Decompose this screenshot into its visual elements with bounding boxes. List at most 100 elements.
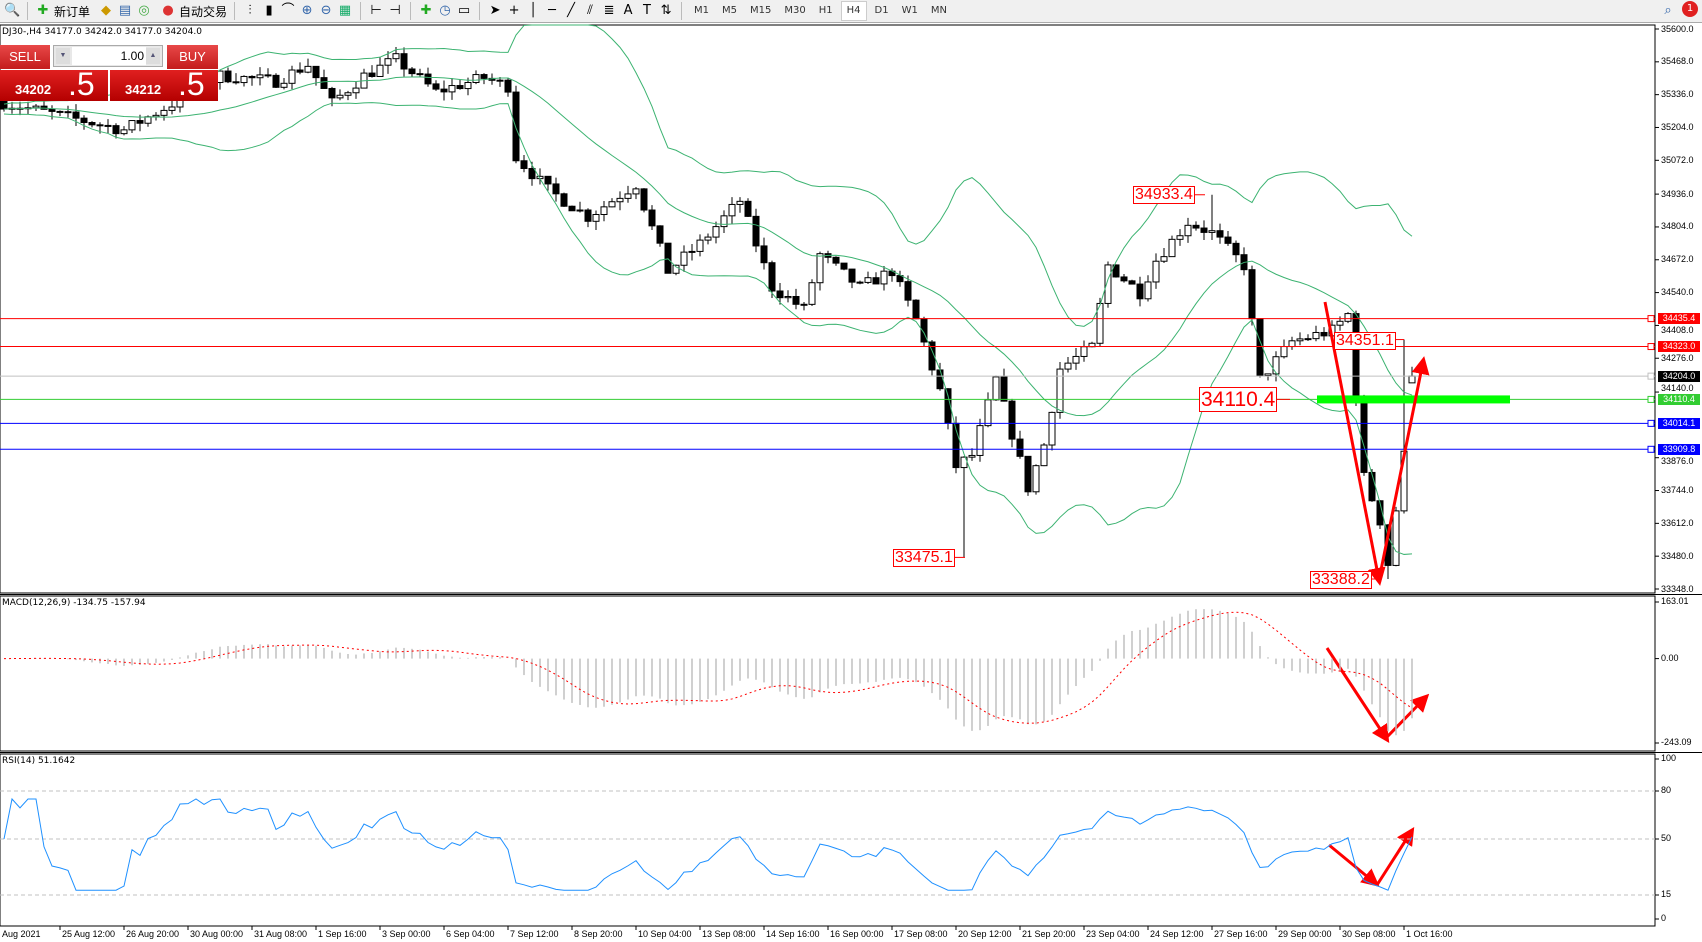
candle-body xyxy=(440,88,448,93)
candle-body xyxy=(88,122,96,126)
signals-icon[interactable]: ◎ xyxy=(138,3,150,18)
candle xyxy=(1320,327,1328,341)
notification-badge[interactable]: 1 xyxy=(1682,1,1698,17)
timeframe-d1[interactable]: D1 xyxy=(874,5,889,16)
candle-body xyxy=(64,111,72,114)
candle xyxy=(128,120,136,134)
tile-windows-icon[interactable]: ▦ xyxy=(338,3,352,18)
timeframe-h4[interactable]: H4 xyxy=(840,1,867,21)
candle-body xyxy=(1360,400,1368,473)
timeframe-mn[interactable]: MN xyxy=(930,5,947,16)
candle-body xyxy=(640,188,648,211)
lot-increase-icon[interactable]: ▲ xyxy=(146,48,160,64)
buy-price[interactable]: 34212.5 xyxy=(110,66,218,102)
candle xyxy=(368,65,376,78)
candle-body xyxy=(720,215,728,228)
text-label-icon[interactable]: T xyxy=(643,3,651,18)
candle-body xyxy=(776,290,784,299)
indicators-icon[interactable]: ✚ xyxy=(420,3,432,18)
candle-body xyxy=(576,209,584,212)
autoscroll-icon[interactable]: ⊢ xyxy=(370,3,382,18)
timeframe-m5[interactable]: M5 xyxy=(722,5,738,16)
price-label-level[interactable]: 34110.4 xyxy=(1199,387,1278,412)
horizontal-line-icon[interactable]: ─ xyxy=(548,3,556,18)
candle xyxy=(608,198,616,208)
candle-body xyxy=(280,82,288,88)
text-icon[interactable]: A xyxy=(623,3,633,18)
price-label-low2[interactable]: 33388.2 xyxy=(1310,571,1372,589)
candle-body xyxy=(648,209,656,227)
zoom-in-icon[interactable]: ⊕ xyxy=(301,3,313,18)
candle-body xyxy=(816,253,824,284)
lot-input[interactable] xyxy=(72,47,146,65)
candle xyxy=(872,272,880,285)
vertical-line-icon[interactable]: │ xyxy=(529,3,537,18)
candle-body xyxy=(72,111,80,119)
candle xyxy=(288,65,296,90)
candle-body xyxy=(600,206,608,216)
candle-body xyxy=(880,270,888,285)
time-axis-label: 21 Sep 20:00 xyxy=(1022,929,1076,939)
time-axis-label: 8 Sep 20:00 xyxy=(574,929,623,939)
crosshair-icon[interactable]: + xyxy=(508,3,520,18)
cursor-icon[interactable]: ➤ xyxy=(489,3,501,18)
sell-button[interactable]: SELL xyxy=(0,45,50,69)
periods-icon[interactable]: ◷ xyxy=(439,3,451,18)
candle-body xyxy=(1176,235,1184,240)
candle xyxy=(1224,231,1232,246)
timeframe-w1[interactable]: W1 xyxy=(901,5,918,16)
zoom-icon[interactable]: 🔍 xyxy=(4,3,21,18)
market-watch-icon[interactable]: ▤ xyxy=(118,3,132,18)
fibonacci-icon[interactable]: ≣ xyxy=(603,3,615,18)
timeframe-m30[interactable]: M30 xyxy=(784,5,806,16)
candle xyxy=(928,340,936,376)
auto-trading-button[interactable]: ● 自动交易 xyxy=(156,1,231,21)
candle-body xyxy=(232,81,240,84)
candle-body xyxy=(120,129,128,135)
lot-stepper[interactable]: ▼ ▲ xyxy=(53,45,163,67)
zoom-out-icon[interactable]: ⊖ xyxy=(320,3,332,18)
price-axis-label: 34140.0 xyxy=(1661,382,1694,393)
price-label-high[interactable]: 34933.4 xyxy=(1133,186,1195,204)
candle-body xyxy=(1032,465,1040,493)
timeframe-m15[interactable]: M15 xyxy=(750,5,772,16)
timeframe-m1[interactable]: M1 xyxy=(694,5,710,16)
price-label-low1[interactable]: 33475.1 xyxy=(893,549,955,567)
lot-decrease-icon[interactable]: ▼ xyxy=(56,48,70,64)
candle xyxy=(576,201,584,213)
arrows-icon[interactable]: ⇅ xyxy=(660,3,672,18)
candle-body xyxy=(448,85,456,93)
price-label-mid[interactable]: 34351.1 xyxy=(1334,332,1396,350)
candle xyxy=(296,62,304,75)
toolbar: 🔍 ✚ 新订单 ◆ ▤ ◎ ● 自动交易 ⫶ ▮ ⌒ ⊕ ⊖ ▦ ⊢ ⊣ ✚ ◷ ▭ ➤ + │ ─ ╱ ⫽ ≣ A T… xyxy=(0,0,1702,23)
candle-body xyxy=(344,92,352,96)
trendline-icon[interactable]: ╱ xyxy=(567,3,575,18)
candle xyxy=(304,58,312,74)
price-axis-label: 35336.0 xyxy=(1661,89,1694,100)
chart-shift-icon[interactable]: ⊣ xyxy=(389,3,401,18)
price-axis-label: 33876.0 xyxy=(1661,455,1694,466)
candle-body xyxy=(936,369,944,390)
sell-price[interactable]: 34202.5 xyxy=(0,66,108,102)
bar-chart-icon[interactable]: ⫶ xyxy=(248,3,252,18)
candle-body xyxy=(224,70,232,83)
time-axis-label: 14 Sep 16:00 xyxy=(766,929,820,939)
buy-button[interactable]: BUY xyxy=(167,45,218,69)
candlestick-icon[interactable]: ▮ xyxy=(265,3,273,18)
time-axis-label: 24 Aug 2021 xyxy=(0,929,41,939)
rsi-axis-label: 100 xyxy=(1661,753,1677,763)
candle xyxy=(656,225,664,247)
candle-body xyxy=(312,65,320,79)
timeframe-h1[interactable]: H1 xyxy=(818,5,833,16)
new-order-button[interactable]: ✚ 新订单 xyxy=(31,1,94,21)
channel-icon[interactable]: ⫽ xyxy=(587,3,593,18)
line-chart-icon[interactable]: ⌒ xyxy=(281,3,295,18)
candle xyxy=(1312,325,1320,342)
candle-body xyxy=(1296,338,1304,342)
templates-icon[interactable]: ▭ xyxy=(457,3,471,18)
candle xyxy=(408,66,416,78)
candle-body xyxy=(1128,280,1136,285)
search-icon[interactable]: ⌕ xyxy=(1664,3,1672,18)
history-center-icon[interactable]: ◆ xyxy=(101,3,112,18)
